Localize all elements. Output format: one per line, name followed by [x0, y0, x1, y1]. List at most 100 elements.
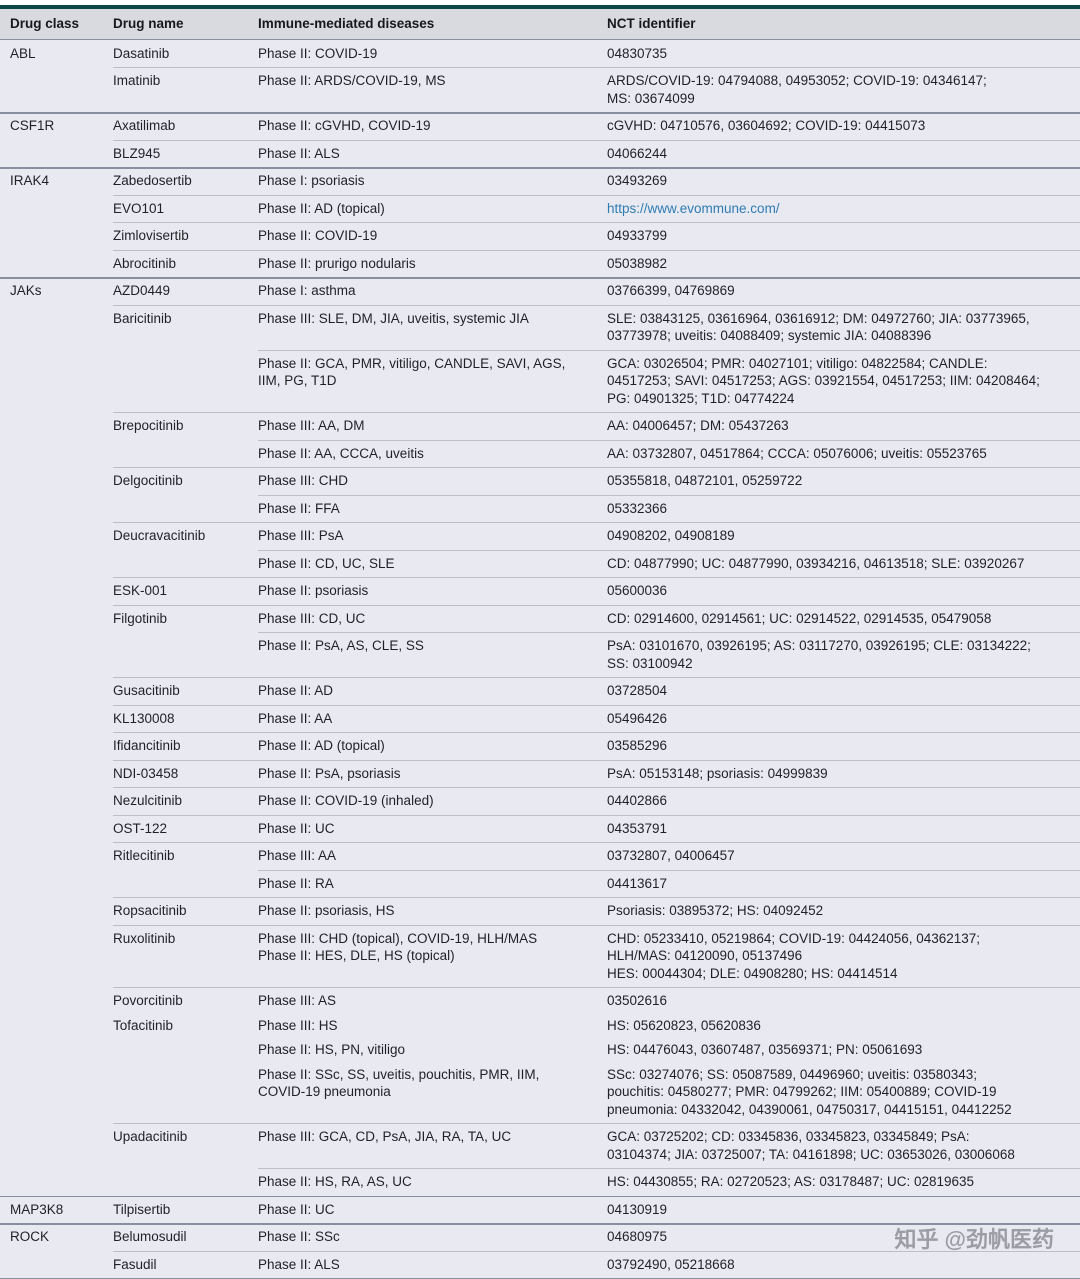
drug-name-cell: Nezulcitinib: [113, 793, 183, 808]
diseases-cell: Phase II: ALS: [258, 145, 607, 163]
column-header-immune-mediated-diseases: Immune-mediated diseases: [258, 16, 435, 31]
table-row: OST-122 Phase II: UC 04353791: [0, 814, 1080, 842]
disease-phase-text: Phase II: cGVHD, COVID-19: [258, 118, 431, 133]
disease-phase-text: Phase II: RA: [258, 875, 334, 891]
disease-phase-text: IIM, PG, T1D: [258, 373, 337, 388]
disease-phase-text: Phase III: HS: [258, 1017, 338, 1033]
table-row: Phase II: GCA, PMR, vitiligo, CANDLE, SA…: [0, 349, 1080, 412]
diseases-cell: Phase II: HS, PN, vitiligo: [258, 1041, 607, 1059]
nct-id-text: 04933799: [607, 228, 668, 243]
disease-phase-text: Phase II: AA, CCCA, uveitis: [258, 445, 424, 461]
nct-cell: ARDS/COVID-19: 04794088, 04953052; COVID…: [607, 72, 1072, 107]
drug-name-cell: [113, 445, 258, 463]
drug-name-cell: Upadacitinib: [113, 1129, 188, 1144]
table-row: KL130008 Phase II: AA 05496426: [0, 704, 1080, 732]
nct-id-text: HES: 00044304; DLE: 04908280; HS: 044145…: [607, 965, 898, 981]
disease-phase-text: Phase II: CD, UC, SLE: [258, 555, 395, 571]
drug-name-cell: Tofacitinib: [113, 1017, 174, 1033]
disease-phase-text: Phase II: PsA, psoriasis: [258, 765, 401, 781]
nct-id-text: 03728504: [607, 683, 668, 698]
disease-phase-text: Phase II: psoriasis: [258, 583, 369, 598]
nct-cell: SSc: 03274076; SS: 05087589, 04496960; u…: [607, 1066, 1072, 1119]
drug-class-cell: [10, 710, 113, 728]
drug-name-cell: [113, 555, 258, 573]
drug-name-cell: Fasudil: [113, 1256, 157, 1272]
table-row: NDI-03458 Phase II: PsA, psoriasis PsA: 05…: [0, 759, 1080, 787]
nct-id-text: 04353791: [607, 820, 668, 836]
table-row: MAP3K8 Tilpisertib Phase II: UC 04130919: [0, 1195, 1080, 1223]
drug-name-cell: Belumosudil: [113, 1229, 187, 1244]
diseases-cell: Phase III: CHD (topical), COVID-19, HLH/…: [258, 930, 607, 983]
drug-name-cell: Ifidancitinib: [113, 738, 181, 753]
diseases-cell: Phase III: AS: [258, 992, 607, 1010]
drug-name-cell: BLZ945: [113, 145, 161, 161]
nct-id-text: 03502616: [607, 993, 668, 1008]
nct-id-text: Psoriasis: 03895372; HS: 04092452: [607, 903, 824, 918]
nct-id-text: pneumonia: 04332042, 04390061, 04750317,…: [607, 1101, 1012, 1117]
nct-cell: HS: 04476043, 03607487, 03569371; PN: 05…: [607, 1041, 1072, 1059]
table-row: Fasudil Phase II: ALS 03792490, 05218668: [0, 1250, 1080, 1278]
drug-name-cell: Brepocitinib: [113, 418, 184, 433]
drug-class-cell: [10, 527, 113, 545]
table-row: Nezulcitinib Phase II: COVID-19 (inhaled)…: [0, 787, 1080, 815]
drug-class-cell: [10, 1017, 113, 1035]
nct-id-text: SS: 03100942: [607, 655, 693, 671]
drug-class-cell: [10, 792, 113, 810]
diseases-cell: Phase II: FFA: [258, 500, 607, 518]
table-row: ESK-001 Phase II: psoriasis 05600036: [0, 577, 1080, 605]
diseases-cell: Phase II: psoriasis: [258, 582, 607, 600]
drug-class-cell: [10, 737, 113, 755]
diseases-cell: Phase II: AD (topical): [258, 737, 607, 755]
diseases-cell: Phase II: COVID-19 (inhaled): [258, 792, 607, 810]
nct-cell: CD: 02914600, 02914561; UC: 02914522, 02…: [607, 610, 1072, 628]
drug-class-cell: ABL: [10, 45, 36, 61]
nct-cell: 04353791: [607, 820, 1072, 838]
nct-id-text: 05038982: [607, 255, 668, 271]
table-row: BLZ945 Phase II: ALS 04066244: [0, 139, 1080, 167]
diseases-cell: Phase II: SSc: [258, 1228, 607, 1246]
disease-phase-text: Phase II: COVID-19 (inhaled): [258, 793, 434, 808]
diseases-cell: Phase II: AD: [258, 682, 607, 700]
column-header-nct-identifier: NCT identifier: [607, 16, 696, 31]
diseases-cell: Phase III: GCA, CD, PsA, JIA, RA, TA, UC: [258, 1128, 607, 1163]
drug-class-cell: [10, 992, 113, 1010]
drug-class-cell: [10, 555, 113, 573]
nct-cell: 03728504: [607, 682, 1072, 700]
drug-name-cell: ESK-001: [113, 583, 168, 598]
drug-name-cell: [113, 355, 258, 408]
drug-name-cell: [113, 500, 258, 518]
nct-cell: SLE: 03843125, 03616964, 03616912; DM: 0…: [607, 310, 1072, 345]
nct-cell: cGVHD: 04710576, 03604692; COVID-19: 044…: [607, 117, 1072, 135]
diseases-cell: Phase III: CD, UC: [258, 610, 607, 628]
nct-cell: 04413617: [607, 875, 1072, 893]
diseases-cell: Phase II: ALS: [258, 1256, 607, 1274]
drug-class-cell: [10, 355, 113, 408]
drug-name-cell: NDI-03458: [113, 765, 179, 781]
diseases-cell: Phase III: PsA: [258, 527, 607, 545]
disease-phase-text: Phase II: COVID-19: [258, 45, 378, 61]
disease-phase-text: Phase II: AD (topical): [258, 200, 385, 216]
drug-class-cell: ROCK: [10, 1229, 50, 1244]
nct-cell: AA: 04006457; DM: 05437263: [607, 417, 1072, 435]
drug-name-cell: [113, 1173, 258, 1191]
nct-cell: 04680975: [607, 1228, 1072, 1246]
drug-class-cell: [10, 902, 113, 920]
nct-id-text: AA: 04006457; DM: 05437263: [607, 418, 789, 433]
external-link[interactable]: https://www.evommune.com/: [607, 200, 780, 216]
diseases-cell: Phase III: SLE, DM, JIA, uveitis, system…: [258, 310, 607, 345]
drug-class-cell: [10, 227, 113, 245]
nct-id-text: 04413617: [607, 875, 668, 891]
drug-class-cell: MAP3K8: [10, 1201, 64, 1217]
nct-id-text: 03766399, 04769869: [607, 283, 735, 298]
diseases-cell: Phase II: cGVHD, COVID-19: [258, 117, 607, 135]
disease-phase-text: Phase I: psoriasis: [258, 173, 365, 188]
nct-cell: CD: 04877990; UC: 04877990, 03934216, 04…: [607, 555, 1072, 573]
nct-cell: 03493269: [607, 172, 1072, 190]
drug-class-cell: [10, 310, 113, 345]
nct-id-text: 04680975: [607, 1229, 668, 1244]
nct-cell: 05600036: [607, 582, 1072, 600]
table-row: Ifidancitinib Phase II: AD (topical) 03585…: [0, 732, 1080, 760]
table-row: ROCK Belumosudil Phase II: SSc 04680975: [0, 1223, 1080, 1251]
nct-id-text: 04130919: [607, 1201, 668, 1217]
